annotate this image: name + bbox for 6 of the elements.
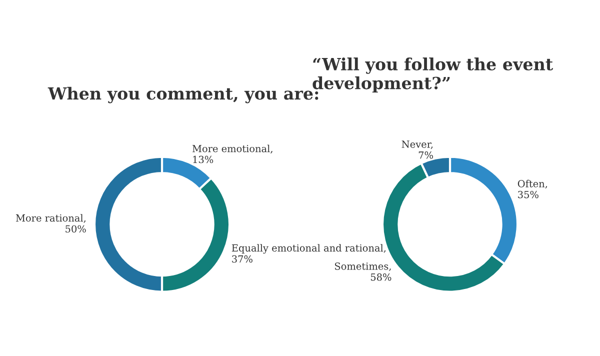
slice-label: More emotional, 13% <box>192 144 272 164</box>
slice-label: More rational, 50% <box>16 214 86 233</box>
slice-label: Never, 7% <box>402 140 433 159</box>
slice-label: Equally emotional and rational, 37% <box>232 244 386 263</box>
slice-label: Often, 35% <box>518 180 547 198</box>
slice-label: Sometimes, 58% <box>335 262 392 281</box>
